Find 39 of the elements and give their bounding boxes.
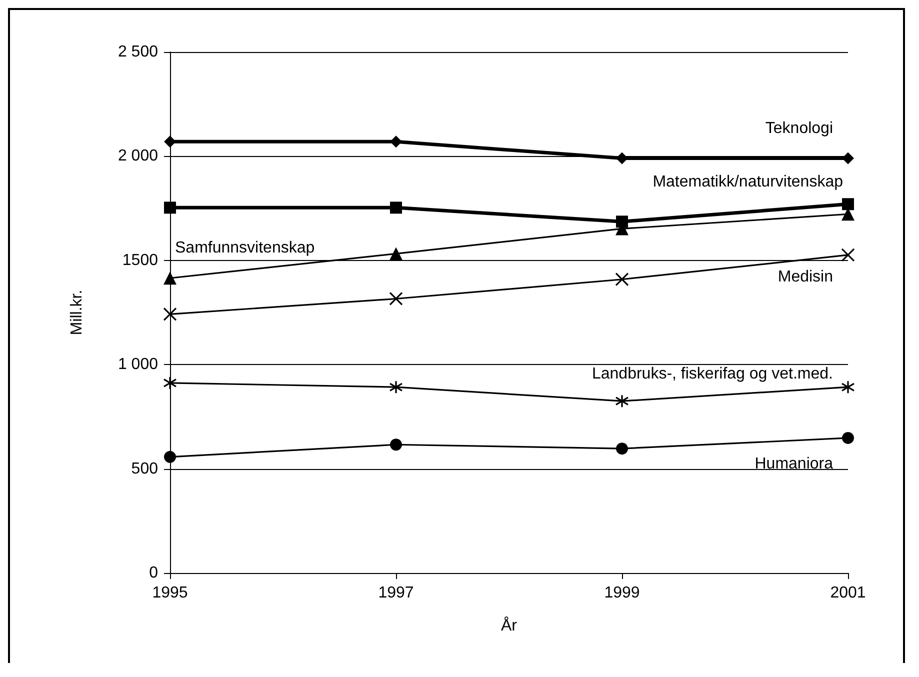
point: [164, 136, 176, 148]
point: [163, 376, 177, 390]
series-label: Humaniora: [754, 455, 834, 472]
point: [842, 432, 854, 444]
y-tick-label: 0: [149, 564, 158, 582]
y-axis-title: Mill.kr.: [68, 290, 86, 336]
y-tick-label: 2 500: [118, 44, 158, 60]
y-tick-label: 500: [131, 460, 158, 478]
x-tick-label: 2001: [830, 584, 866, 602]
y-tick-label: 2 000: [118, 148, 158, 165]
point: [164, 450, 176, 463]
point: [389, 292, 403, 306]
point: [390, 438, 402, 451]
point: [616, 152, 628, 164]
x-tick-label: 1997: [378, 584, 414, 602]
x-axis-title: År: [501, 616, 518, 634]
point: [390, 136, 402, 148]
point: [164, 272, 176, 285]
point: [163, 307, 177, 321]
point: [842, 152, 854, 164]
x-tick-label: 1999: [604, 584, 640, 602]
point: [616, 442, 628, 455]
point: [842, 198, 854, 210]
point: [841, 380, 855, 394]
series-label: Matematikk/naturvitenskap: [652, 174, 844, 191]
series-label: Teknologi: [765, 120, 833, 137]
point: [164, 202, 176, 214]
series-label: Landbruks-, fiskerifag og vet.med.: [592, 366, 833, 383]
point: [389, 380, 403, 394]
series-label: Samfunnsvitenskap: [175, 240, 315, 257]
x-tick-label: 1995: [152, 584, 188, 602]
point: [615, 272, 629, 286]
point: [615, 394, 629, 408]
point: [841, 248, 855, 262]
y-tick-label: 1 000: [118, 356, 158, 374]
point: [390, 247, 402, 260]
series-label: Medisin: [778, 268, 833, 286]
y-tick-label: 1500: [122, 252, 158, 269]
point: [390, 202, 402, 214]
